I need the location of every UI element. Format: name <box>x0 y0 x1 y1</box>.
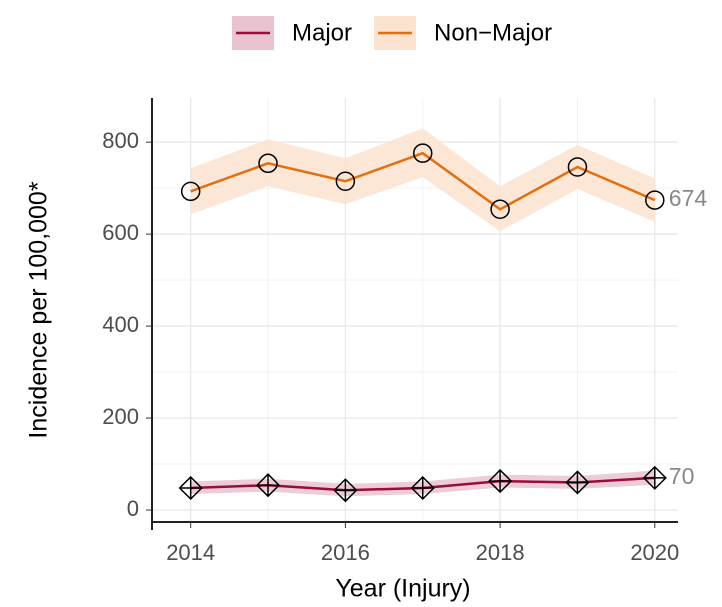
point <box>645 190 665 210</box>
y-axis-label: Incidence per 100,000* <box>25 181 53 438</box>
diamond <box>642 465 667 490</box>
diamond <box>488 469 513 494</box>
series-line <box>190 151 656 211</box>
end-label: 674 <box>669 185 708 211</box>
point <box>567 157 588 177</box>
point <box>335 171 356 191</box>
confidence-band <box>190 128 655 232</box>
legend-label: Non−Major <box>434 19 552 46</box>
y-tick-label: 400 <box>102 312 139 337</box>
point <box>642 465 667 490</box>
point <box>258 153 278 174</box>
x-tick-label: 2016 <box>321 540 370 565</box>
point <box>490 199 510 220</box>
point <box>488 469 513 494</box>
point <box>178 475 203 501</box>
x-tick-label: 2014 <box>166 540 215 565</box>
y-tick-label: 200 <box>102 404 139 429</box>
point <box>255 473 281 498</box>
point <box>565 470 590 495</box>
point <box>180 181 201 202</box>
end-label: 70 <box>669 463 695 489</box>
legend-label: Major <box>292 19 352 46</box>
y-tick-label: 800 <box>102 128 139 153</box>
x-tick-label: 2018 <box>476 540 525 565</box>
point <box>412 143 433 163</box>
x-tick-label: 2020 <box>630 540 679 565</box>
diamond <box>410 475 435 501</box>
y-tick-label: 600 <box>102 220 139 245</box>
diamond <box>565 470 590 495</box>
y-tick-label: 0 <box>127 496 139 521</box>
diamond <box>255 473 281 498</box>
x-axis-label: Year (Injury) <box>335 575 470 603</box>
diamond <box>178 475 203 501</box>
point <box>410 475 435 501</box>
point <box>333 478 358 503</box>
diamond <box>333 478 358 503</box>
